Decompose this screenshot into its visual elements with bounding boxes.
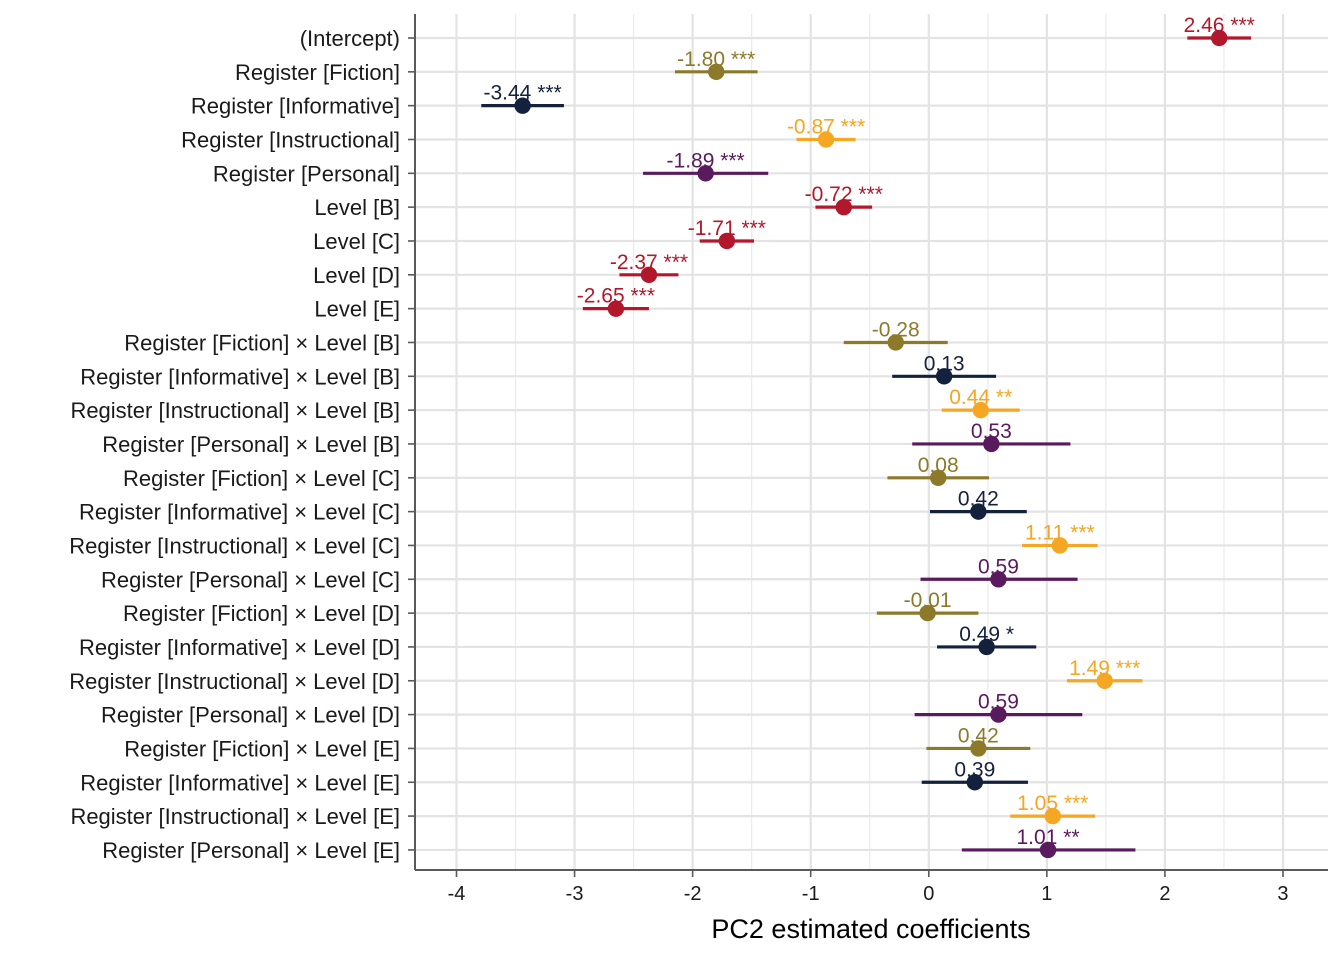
y-tick-label: Register [Instructional] <box>181 127 400 152</box>
y-tick-label: Level [B] <box>314 195 400 220</box>
x-tick-label: 2 <box>1159 883 1170 905</box>
estimate-point <box>970 740 987 757</box>
x-tick-label: -4 <box>448 883 466 905</box>
x-tick-label: -2 <box>684 883 702 905</box>
grid-lines <box>415 14 1328 870</box>
value-label: 0.44 ** <box>949 386 1012 409</box>
y-tick-label: Register [Instructional] × Level [E] <box>70 804 400 829</box>
x-tick-label: -1 <box>802 883 820 905</box>
x-axis-tick-labels: -4 -3 -2 -1 0 1 2 3 <box>448 883 1289 905</box>
value-label: 1.49 *** <box>1069 657 1140 680</box>
y-tick-label: Register [Personal] <box>213 161 400 186</box>
y-tick-label: Register [Informative] <box>191 94 400 119</box>
value-label: 0.53 <box>971 420 1012 443</box>
y-tick-label: Register [Fiction] × Level [B] <box>124 330 400 355</box>
estimate-point <box>970 503 987 520</box>
y-tick-label: Register [Fiction] × Level [C] <box>123 466 400 491</box>
y-tick-label: Register [Informative] × Level [E] <box>80 770 400 795</box>
y-tick-label: (Intercept) <box>300 26 400 51</box>
estimate-point <box>1039 841 1057 859</box>
value-label: 0.39 <box>954 758 995 781</box>
estimate-point <box>1044 807 1061 825</box>
value-label: 0.59 <box>978 691 1019 714</box>
y-tick-label: Register [Instructional] × Level [C] <box>69 533 400 558</box>
y-tick-label: Register [Personal] × Level [E] <box>102 838 400 863</box>
estimate-point <box>708 63 725 81</box>
value-label: 0.08 <box>918 454 959 477</box>
estimate-point <box>697 165 714 182</box>
y-tick-label: Register [Fiction] × Level [E] <box>124 736 400 761</box>
y-tick-label: Level [E] <box>314 297 400 322</box>
estimate-point <box>835 198 852 216</box>
value-label: -2.37 *** <box>610 251 688 274</box>
estimate-point <box>817 131 835 148</box>
y-tick-label: Register [Fiction] <box>235 60 400 85</box>
x-tick-label: -3 <box>566 883 584 905</box>
estimate-point <box>990 706 1007 723</box>
y-tick-label: Register [Personal] × Level [B] <box>102 432 400 457</box>
estimate-point <box>1051 537 1069 554</box>
value-label: 1.05 *** <box>1017 792 1088 815</box>
y-tick-label: Register [Personal] × Level [D] <box>101 703 400 728</box>
value-label: -3.44 *** <box>484 82 562 105</box>
y-tick-label: Register [Instructional] × Level [B] <box>70 398 400 423</box>
value-label: 1.01 ** <box>1016 826 1079 849</box>
y-tick-label: Register [Personal] × Level [C] <box>101 567 400 592</box>
estimate-point <box>966 774 984 791</box>
y-tick-label: Register [Informative] × Level [D] <box>79 635 400 660</box>
value-label: 1.11 *** <box>1025 521 1095 544</box>
value-label: -1.80 *** <box>677 48 755 71</box>
value-label: -1.89 *** <box>667 149 745 172</box>
y-tick-label: Register [Fiction] × Level [D] <box>123 601 400 626</box>
value-label: 0.42 <box>958 488 999 511</box>
value-label: 0.13 <box>924 352 965 375</box>
value-label: 0.42 <box>958 724 999 747</box>
estimate-point <box>718 232 736 250</box>
value-label: -2.65 *** <box>577 285 655 308</box>
value-label: 2.46 *** <box>1184 14 1255 37</box>
y-tick-label: Register [Informative] × Level [C] <box>79 500 400 525</box>
y-tick-label: Register [Instructional] × Level [D] <box>69 669 400 694</box>
estimate-point <box>640 266 658 284</box>
estimate-point <box>1096 672 1113 689</box>
coefficient-marks: 2.46 *** -1.80 *** -3.44 *** -0.87 *** -1.89… <box>481 14 1255 859</box>
value-label: -1.71 *** <box>688 217 766 240</box>
axes <box>408 14 1328 877</box>
estimate-point <box>607 300 625 317</box>
value-label: -0.72 *** <box>805 183 883 206</box>
estimate-point <box>930 469 947 486</box>
y-axis-labels: (Intercept) Register [Fiction] Register [I… <box>69 26 400 863</box>
y-tick-label: Level [D] <box>313 263 400 288</box>
y-tick-label: Register [Informative] × Level [B] <box>80 364 400 389</box>
estimate-point <box>972 401 989 419</box>
x-axis-title: PC2 estimated coefficients <box>711 914 1030 944</box>
value-label: 0.59 <box>978 555 1019 578</box>
value-label: -0.01 <box>904 589 952 612</box>
x-tick-label: 0 <box>923 883 934 905</box>
estimate-point <box>514 97 531 114</box>
value-label: 0.49 * <box>959 623 1014 646</box>
x-tick-label: 3 <box>1277 883 1288 905</box>
value-label: -0.87 *** <box>787 115 865 138</box>
estimate-point <box>983 435 1000 453</box>
x-tick-label: 1 <box>1041 883 1052 905</box>
estimate-point <box>990 571 1007 588</box>
value-label: -0.28 <box>872 318 920 341</box>
y-tick-label: Level [C] <box>313 229 400 254</box>
estimate-point <box>919 604 936 622</box>
estimate-point <box>978 638 995 656</box>
estimate-point <box>887 334 904 351</box>
estimate-point <box>935 368 953 385</box>
estimate-point <box>1211 29 1228 47</box>
